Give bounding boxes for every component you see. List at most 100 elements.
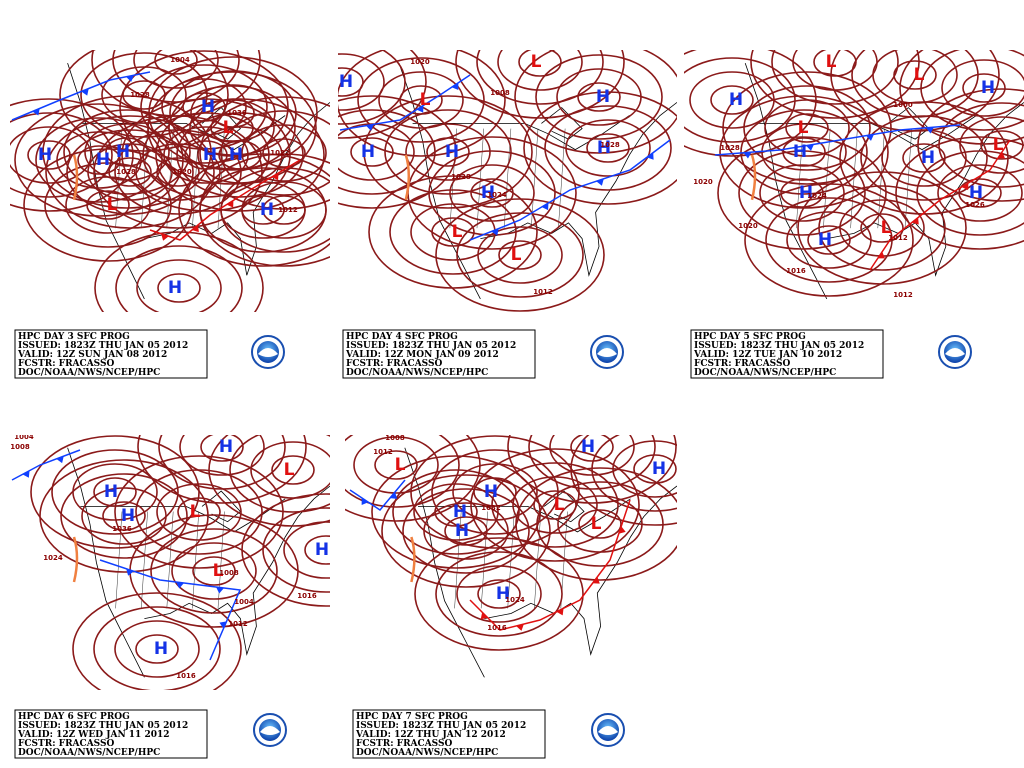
isobar [771,50,899,105]
pressure-center: L [591,514,602,534]
isobar [199,153,330,267]
pressure-center: H [793,142,807,162]
isobar [514,50,677,154]
isobar [115,245,243,312]
state-line [166,511,174,609]
isobar-label: 1008 [10,443,30,451]
pressure-center: L [107,195,118,215]
pressure-center: L [190,502,201,522]
caption-line: DOC/NOAA/NWS/NCEP/HPC [694,368,836,378]
pressure-center: H [729,90,743,110]
pressure-center: L [798,118,809,138]
isobar [477,579,521,609]
isobar-label: 1028 [720,144,740,152]
isobar [262,507,330,593]
isobar-label: 1028 [116,168,136,176]
front-barb [556,608,564,616]
pressure-center: L [531,52,542,72]
isobar [872,50,958,104]
isobar [528,435,656,490]
front-barb [997,151,1005,159]
isobar [154,50,198,75]
pressure-center: L [993,135,1004,155]
isobar [250,441,330,499]
pressure-center: H [121,506,135,526]
isobar [477,226,563,284]
front-barb [646,152,654,160]
isobar [10,126,92,184]
coastline [80,498,286,533]
isobar [507,435,677,504]
isobar [169,70,297,156]
isobar [399,85,443,115]
state-line [115,511,123,609]
isobar [72,592,242,690]
isobar-label: 1016 [297,592,317,600]
pressure-center: H [921,148,935,168]
front-barb [81,88,89,96]
front [869,139,1011,271]
isobar [549,435,635,476]
isobar [338,95,457,209]
isobar [14,103,184,217]
isobar [136,259,222,312]
caption-line: FCSTR: FRACASSO [356,739,452,749]
noaa-logo-bird [597,348,617,357]
front-barb [491,228,499,236]
front-barb [480,612,488,620]
isobar [45,115,215,229]
caption-line: HPC DAY 5 SFC PROG [694,332,806,342]
caption-line: DOC/NOAA/NWS/NCEP/HPC [346,368,488,378]
isobar [959,116,1024,174]
pressure-center: H [484,482,498,502]
isobar [10,98,134,212]
caption-box [690,329,884,379]
isobar [345,435,460,508]
isobar [51,449,179,535]
panel: HHHHHLLL10041008103610241008100410121016… [10,435,330,759]
isobar-label: 1008 [490,89,510,97]
isobar [423,502,509,560]
pressure-center: H [818,230,832,250]
front-barb [366,124,374,131]
pressure-center: H [260,200,274,220]
front-barb [32,108,40,116]
isobar [456,212,584,298]
isobar-label: 1024 [43,554,63,562]
isobar [535,54,663,140]
isobar [570,435,614,462]
isobar [345,435,481,522]
front-barb [271,172,279,181]
pressure-center: H [154,639,168,659]
isobar [148,56,318,170]
isobar-label: 1012 [373,448,393,456]
front-barb [806,144,814,151]
isobar [476,50,604,105]
isobar [577,82,621,112]
isobar [119,50,289,164]
isobar [190,84,276,142]
pressure-center: L [511,245,522,265]
pressure-center: L [554,495,565,515]
isobar [23,148,193,262]
isobar [135,143,221,201]
coastline [412,115,630,151]
front-barb [226,200,234,208]
isobar [114,129,242,215]
isobar-label: 1028 [130,91,150,99]
caption-line: FCSTR: FRACASSO [694,359,790,369]
isobar [179,435,265,476]
noaa-logo-bird [260,726,280,735]
isobar [192,556,236,586]
state-line [877,128,885,229]
map: HHHHHHHLLLLL1004100010281020102010161024… [684,50,1024,300]
caption-box [14,329,208,379]
isobar-label: 1036 [227,109,247,117]
noaa-logo-bird [598,726,618,735]
pressure-center: H [581,437,595,457]
isobar-label: 1024 [505,596,525,604]
pressure-center: L [452,222,463,242]
isobar [444,516,488,546]
